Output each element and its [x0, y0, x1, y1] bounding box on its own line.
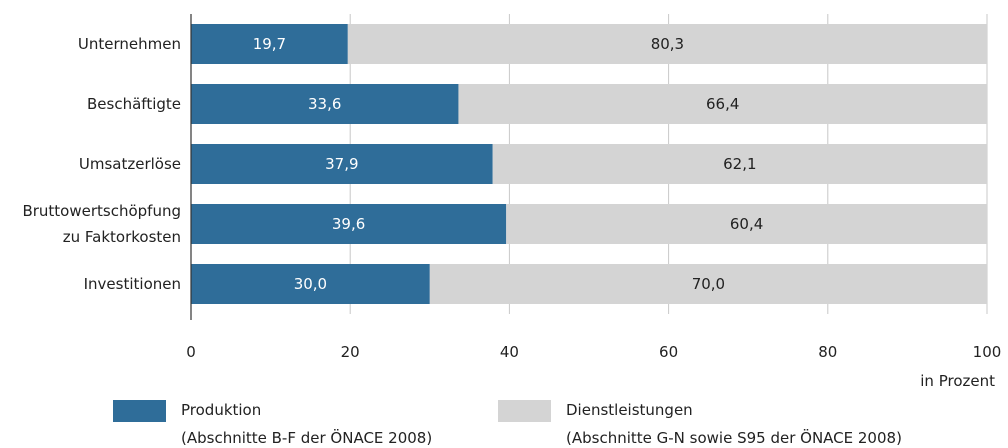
data-label: 39,6 — [332, 215, 365, 233]
bar-segment — [429, 264, 987, 304]
bar-segment — [458, 84, 987, 124]
data-label: 19,7 — [253, 35, 286, 53]
legend-swatch — [113, 400, 166, 422]
bar-segment — [506, 204, 987, 244]
data-label: 62,1 — [723, 155, 756, 173]
y-tick-label: Unternehmen — [78, 35, 181, 53]
x-tick-label: 0 — [186, 343, 196, 361]
data-label: 66,4 — [706, 95, 739, 113]
y-tick-label: Beschäftigte — [87, 95, 181, 113]
bar-segment — [191, 84, 459, 124]
y-tick-label: Investitionen — [84, 275, 181, 293]
bar-segment — [492, 144, 987, 184]
bar-segment — [191, 24, 348, 64]
bar-segment — [191, 264, 430, 304]
data-label: 60,4 — [730, 215, 763, 233]
x-tick-label: 60 — [659, 343, 678, 361]
y-tick-label: Umsatzerlöse — [79, 155, 181, 173]
bar-segment — [347, 24, 987, 64]
x-tick-label: 40 — [500, 343, 519, 361]
legend-label: Produktion (Abschnitte B-F der ÖNACE 2008… — [181, 401, 432, 447]
data-label: 33,6 — [308, 95, 341, 113]
data-label: 37,9 — [325, 155, 358, 173]
data-label: 30,0 — [294, 275, 327, 293]
x-tick-label: 20 — [341, 343, 360, 361]
x-tick-label: 100 — [973, 343, 1002, 361]
data-label: 70,0 — [692, 275, 725, 293]
bar-segment — [191, 144, 493, 184]
x-axis-label: in Prozent — [920, 372, 995, 390]
bar-segment — [191, 204, 507, 244]
y-tick-label: Bruttowertschöpfung zu Faktorkosten — [22, 202, 181, 246]
legend-label: Dienstleistungen (Abschnitte G-N sowie S9… — [566, 401, 902, 447]
legend-swatch — [498, 400, 551, 422]
data-label: 80,3 — [651, 35, 684, 53]
x-tick-label: 80 — [818, 343, 837, 361]
